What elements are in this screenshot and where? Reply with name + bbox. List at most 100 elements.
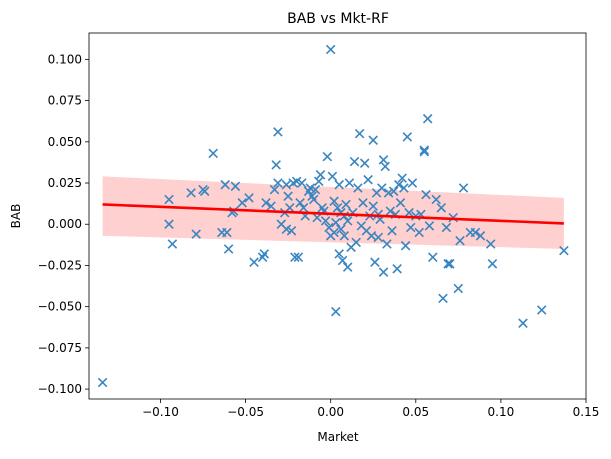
scatter-point [336,224,346,234]
scatter-point [385,206,396,216]
scatter-point [339,231,350,241]
scatter-point [164,194,174,205]
y-tick-label: −0.025 [38,258,82,272]
scatter-point [97,377,108,388]
scatter-point [208,148,218,159]
scatter-point [285,203,295,213]
scatter-point [334,179,344,190]
scatter-point [320,216,331,226]
scatter-point [445,259,455,269]
scatter-point [298,203,309,213]
scatter-point [487,259,498,269]
scatter-point [368,201,378,211]
x-axis-ticks: −0.10 −0.05 0.00 0.05 0.10 0.15 [142,399,599,419]
scatter-point [366,231,377,241]
scatter-point [295,198,305,208]
scatter-points-layer [97,44,569,388]
y-tick-label: 0.100 [48,52,82,66]
scatter-point [441,222,452,233]
y-tick-label: −0.050 [38,300,82,314]
scatter-point [388,186,399,197]
scatter-point [266,201,276,211]
scatter-point [334,249,344,259]
scatter-point [402,132,413,142]
scatter-point [315,170,326,180]
scatter-point [322,151,333,162]
scatter-point [377,183,387,193]
scatter-point [455,235,465,246]
x-tick-label: −0.10 [142,405,179,419]
scatter-point [164,219,174,229]
y-tick-label: 0.025 [48,176,82,190]
scatter-point [329,227,339,238]
scatter-point [453,283,464,294]
scatter-point [283,191,293,201]
y-axis-label: BAB [9,204,23,229]
x-tick-label: −0.05 [227,405,264,419]
scatter-point [269,184,280,195]
scatter-point [261,198,271,208]
scatter-point [421,189,431,200]
scatter-point [382,239,392,249]
x-tick-label: 0.10 [488,405,515,419]
scatter-point [392,264,402,274]
scatter-point [297,178,307,188]
scatter-point [387,226,397,236]
scatter-point [359,158,370,168]
scatter-point [308,194,319,205]
chart-title: BAB vs Mkt-RF [287,11,389,27]
scatter-point [273,178,283,188]
x-axis-label: Market [317,430,359,444]
scatter-point [485,239,496,249]
scatter-point [368,135,378,145]
scatter-point [400,240,411,251]
scatter-point [273,127,283,137]
scatter-point [395,198,406,208]
scatter-point [518,318,528,328]
scatter-point [399,183,409,193]
scatter-point [424,221,435,231]
scatter-point [419,145,430,155]
scatter-point [337,255,348,266]
scatter-point [332,203,343,213]
scatter-point [428,252,438,262]
scatter-point [353,183,363,193]
scatter-point [191,229,201,239]
scatter-point [230,181,241,192]
y-tick-label: 0.050 [48,135,82,149]
scatter-point [220,179,230,190]
scatter-point [407,178,418,188]
scatter-point [431,194,441,205]
regression-line-layer [102,203,564,225]
scatter-point [342,216,353,226]
scatter-point [475,231,486,241]
scatter-point [327,171,338,182]
scatter-point [470,227,481,238]
scatter-point [237,198,247,208]
scatter-point [436,203,447,213]
scatter-point [405,222,416,233]
scatter-point [290,252,300,262]
scatter-point [325,44,336,55]
x-tick-label: 0.05 [402,405,429,419]
scatter-point [443,259,453,269]
scatter-point [244,193,254,203]
scatter-point [167,239,178,249]
scatter-point [222,227,232,238]
scatter-point [559,245,569,256]
scatter-point [419,146,430,157]
y-tick-label: 0.000 [48,217,82,231]
scatter-point [271,160,281,170]
scatter-point [422,113,433,124]
scatter-point [363,174,373,185]
scatter-point [199,186,210,197]
scatter-point [342,262,353,272]
scatter-point [341,199,351,210]
plot-area-frame [88,32,587,400]
scatter-point [286,226,297,236]
y-tick-label: 0.075 [48,94,82,108]
x-tick-label: 0.15 [573,405,600,419]
scatter-point [536,305,547,315]
scatter-point [331,217,341,228]
